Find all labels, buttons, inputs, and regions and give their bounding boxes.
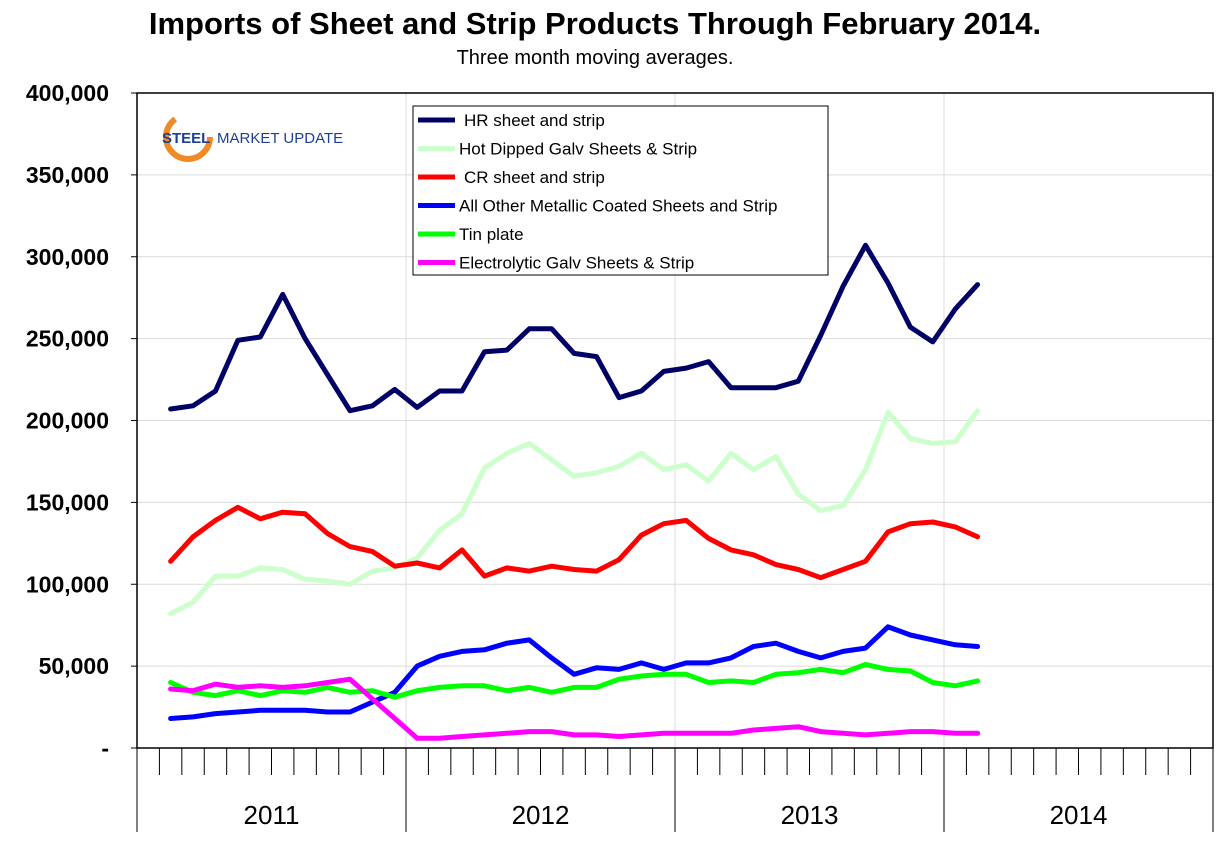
y-tick-label: 300,000: [26, 244, 109, 270]
y-tick-label: 250,000: [26, 326, 109, 352]
series-line: [168, 624, 981, 721]
logo-text-steel: STEEL: [162, 130, 210, 147]
y-tick-label: 100,000: [26, 571, 109, 597]
logo-swirl-icon: [163, 112, 213, 162]
x-year-label: 2011: [244, 800, 300, 830]
legend: HR sheet and strip Hot Dipped Galv Sheets…: [412, 105, 829, 276]
chart-subtitle: Three month moving averages.: [457, 47, 734, 69]
legend-label: CR sheet and strip: [464, 168, 605, 187]
y-tick-label: 400,000: [26, 80, 109, 106]
axes: - 50,000 100,000 150,000 200,000 250,000 300,0…: [26, 80, 1214, 832]
series-line: [168, 676, 981, 741]
y-tick-label: -: [101, 735, 109, 761]
legend-label: Hot Dipped Galv Sheets & Strip: [459, 140, 697, 159]
y-tick-label: 150,000: [26, 489, 109, 515]
logo: STEEL MARKET UPDATE: [162, 112, 343, 162]
legend-label: Tin plate: [459, 225, 524, 244]
y-tick-label: 200,000: [26, 408, 109, 434]
series-line: [168, 242, 981, 414]
logo-text-market-update: MARKET UPDATE: [217, 130, 343, 147]
legend-label: HR sheet and strip: [464, 111, 605, 130]
series-line: [168, 504, 981, 581]
y-tick-label: 350,000: [26, 162, 109, 188]
x-year-label: 2013: [781, 800, 839, 830]
chart-title: Imports of Sheet and Strip Products Thro…: [149, 6, 1041, 41]
series-lines: [168, 242, 981, 741]
legend-label: Electrolytic Galv Sheets & Strip: [459, 254, 694, 273]
series-line: [168, 408, 981, 617]
y-tick-label: 50,000: [39, 653, 109, 679]
legend-box: [412, 105, 829, 276]
series-line: [168, 662, 981, 700]
x-year-label: 2012: [512, 800, 570, 830]
legend-label: All Other Metallic Coated Sheets and Str…: [459, 197, 777, 216]
x-year-label: 2014: [1050, 800, 1108, 830]
